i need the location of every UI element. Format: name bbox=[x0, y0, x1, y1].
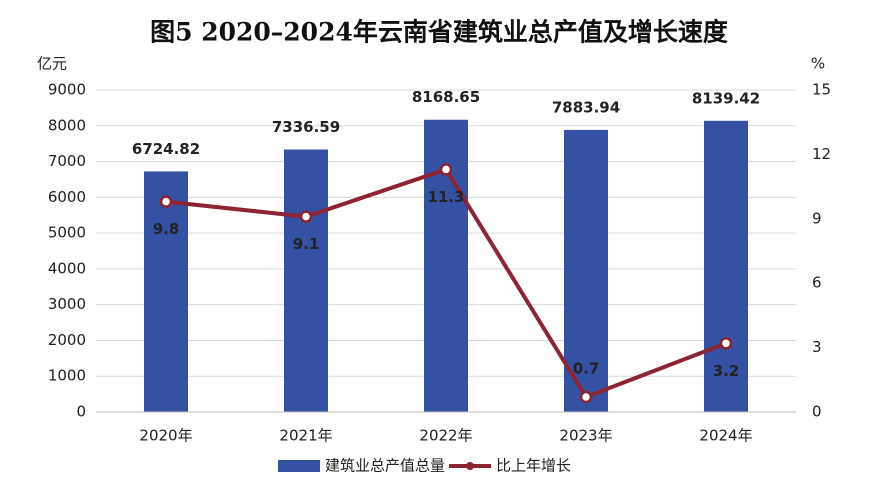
y-tick-label: 0 bbox=[76, 403, 86, 421]
y-tick-label: 1000 bbox=[48, 367, 86, 385]
y-tick-label: 2000 bbox=[48, 331, 86, 349]
bar-value-label: 7883.94 bbox=[552, 98, 620, 116]
x-tick-label: 2020年 bbox=[139, 427, 192, 445]
y-tick-label: 3000 bbox=[48, 295, 86, 313]
y2-tick-label: 9 bbox=[812, 209, 822, 227]
y-tick-label: 5000 bbox=[48, 224, 86, 242]
y2-axis-unit: % bbox=[811, 55, 825, 73]
bar-value-label: 7336.59 bbox=[272, 118, 340, 136]
line-value-label: 3.2 bbox=[713, 362, 740, 380]
x-tick-label: 2021年 bbox=[279, 427, 332, 445]
legend-swatch bbox=[278, 460, 320, 472]
bar bbox=[704, 120, 748, 412]
bar bbox=[144, 171, 188, 412]
bar bbox=[284, 149, 328, 412]
line-value-label: 11.3 bbox=[427, 188, 464, 206]
y-tick-label: 7000 bbox=[48, 152, 86, 170]
y-tick-label: 6000 bbox=[48, 188, 86, 206]
x-tick-label: 2024年 bbox=[699, 427, 752, 445]
y2-tick-label: 15 bbox=[812, 81, 831, 99]
y-tick-label: 4000 bbox=[48, 259, 86, 277]
line-value-label: 0.7 bbox=[573, 359, 600, 377]
bar-value-label: 6724.82 bbox=[132, 140, 200, 158]
line-marker bbox=[579, 390, 593, 404]
y-axis-unit: 亿元 bbox=[37, 55, 67, 73]
line-value-label: 9.8 bbox=[153, 220, 180, 238]
legend-label: 建筑业总产值总量 bbox=[325, 457, 445, 475]
legend-marker bbox=[466, 462, 475, 470]
y2-tick-label: 12 bbox=[812, 145, 831, 163]
line-marker bbox=[159, 195, 173, 208]
x-tick-label: 2022年 bbox=[419, 427, 472, 445]
x-tick-label: 2023年 bbox=[559, 427, 612, 445]
line-marker bbox=[299, 210, 313, 223]
y-tick-label: 8000 bbox=[48, 116, 86, 134]
bar-value-label: 8168.65 bbox=[412, 88, 480, 106]
line-marker bbox=[719, 337, 733, 350]
y2-tick-label: 3 bbox=[812, 338, 822, 356]
line-value-label: 9.1 bbox=[293, 235, 320, 253]
bar bbox=[564, 129, 608, 412]
bar-value-label: 8139.42 bbox=[692, 89, 760, 107]
y-tick-label: 9000 bbox=[48, 81, 86, 99]
chart-title: 图5 2020–2024年云南省建筑业总产值及增长速度 bbox=[150, 18, 728, 47]
y2-tick-label: 0 bbox=[812, 403, 822, 421]
legend-label: 比上年增长 bbox=[496, 457, 571, 475]
line-marker bbox=[439, 163, 453, 176]
y2-tick-label: 6 bbox=[812, 274, 822, 292]
